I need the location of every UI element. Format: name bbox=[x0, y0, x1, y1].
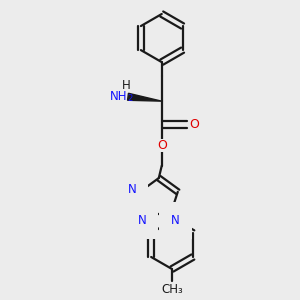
Text: O: O bbox=[190, 118, 200, 131]
Text: O: O bbox=[157, 139, 167, 152]
Text: 2: 2 bbox=[128, 94, 133, 103]
Text: H: H bbox=[122, 79, 131, 92]
Text: N: N bbox=[171, 214, 180, 227]
Polygon shape bbox=[128, 93, 162, 101]
Text: N: N bbox=[128, 183, 136, 196]
Text: CH₃: CH₃ bbox=[161, 283, 183, 296]
Text: NH: NH bbox=[110, 90, 128, 103]
Text: N: N bbox=[138, 214, 147, 227]
